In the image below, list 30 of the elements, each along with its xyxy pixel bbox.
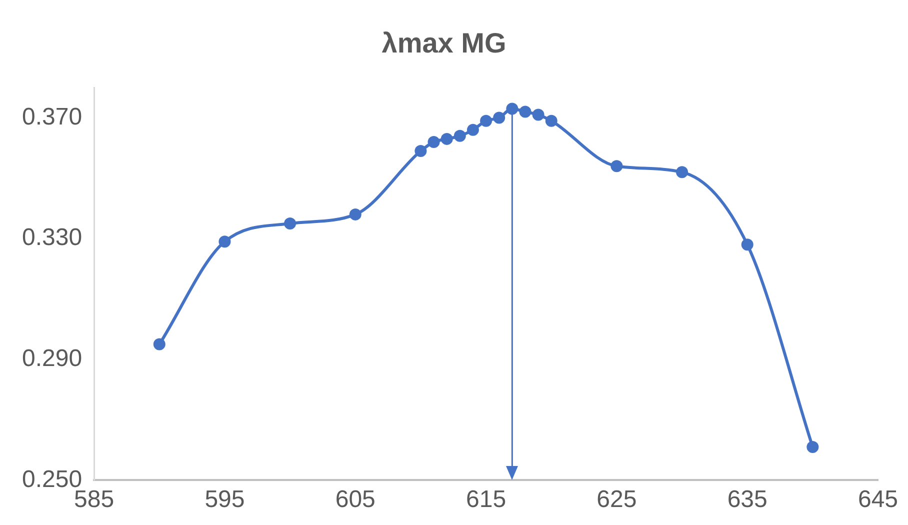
point <box>218 236 231 248</box>
point <box>610 160 623 172</box>
point <box>545 114 558 127</box>
chart-title: λmax MG <box>382 28 506 59</box>
point <box>153 338 166 350</box>
point <box>519 106 532 118</box>
x-tick-label: 615 <box>466 486 506 514</box>
x-tick-label: 635 <box>727 486 768 514</box>
point <box>741 238 754 251</box>
point <box>676 166 688 178</box>
point <box>532 108 544 121</box>
x-tick-label: 605 <box>335 486 376 514</box>
x-tick-label: 595 <box>204 486 245 514</box>
point <box>506 102 518 115</box>
x-tick-label: 585 <box>74 486 114 514</box>
point <box>466 124 479 136</box>
point <box>480 114 492 127</box>
y-tick-label: 0.370 <box>22 103 82 130</box>
point <box>284 218 296 230</box>
point <box>428 136 440 148</box>
y-tick-label: 0.290 <box>22 345 82 372</box>
point <box>806 440 819 453</box>
point <box>493 112 506 124</box>
x-tick-label: 645 <box>858 486 898 514</box>
y-tick-label: 0.330 <box>22 224 82 252</box>
point <box>440 132 453 145</box>
point <box>414 145 427 158</box>
point <box>454 130 466 142</box>
point <box>349 208 362 220</box>
x-tick-label: 625 <box>596 486 637 514</box>
